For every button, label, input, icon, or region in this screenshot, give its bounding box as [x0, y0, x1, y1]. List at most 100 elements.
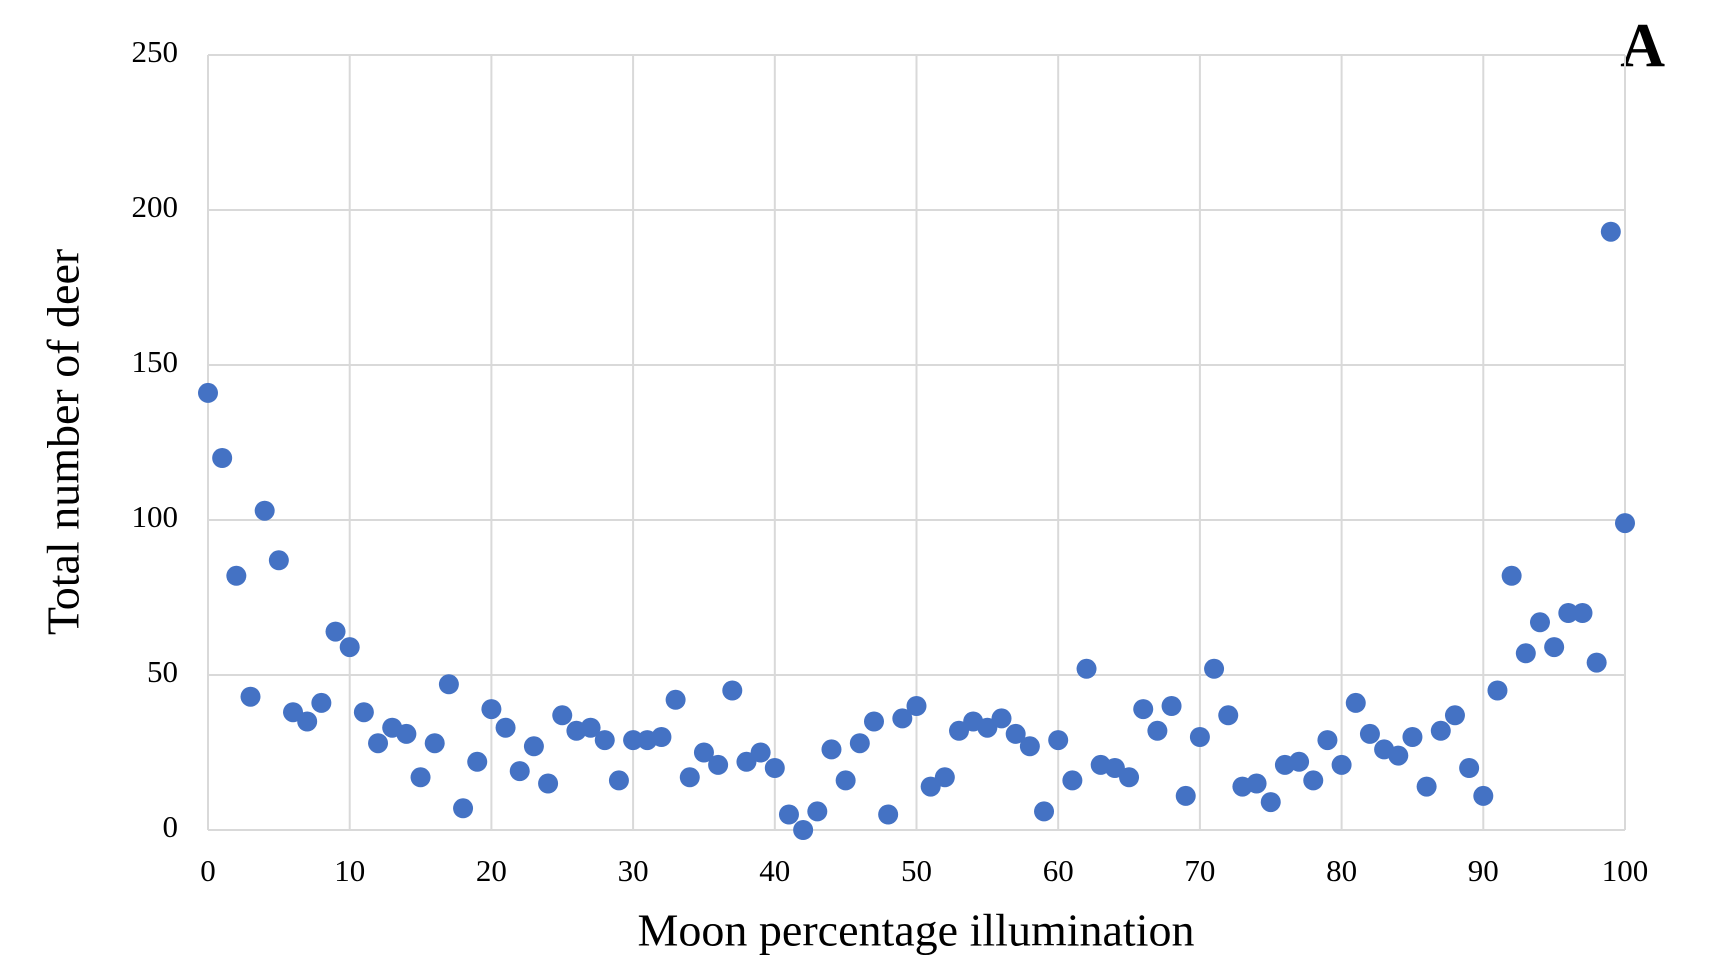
y-tick-label: 100 [132, 499, 179, 534]
point [198, 382, 218, 403]
point [283, 702, 304, 723]
point [424, 733, 445, 754]
point [396, 723, 417, 744]
point [1303, 770, 1324, 791]
point [1544, 637, 1565, 658]
point [1586, 652, 1607, 673]
point [1459, 758, 1480, 778]
point [212, 448, 233, 468]
y-tick-label: 50 [147, 654, 178, 689]
point [240, 686, 261, 707]
point [325, 621, 346, 642]
point [1317, 730, 1338, 751]
point [1501, 565, 1522, 586]
point [438, 674, 459, 695]
point [1062, 770, 1083, 791]
point [495, 717, 516, 738]
point [722, 680, 743, 701]
point [1161, 696, 1182, 716]
point [892, 708, 913, 729]
x-tick-label: 90 [1468, 853, 1499, 888]
point [1104, 758, 1125, 778]
point [1600, 221, 1621, 242]
x-axis-title: Moon percentage illumination [638, 905, 1195, 956]
point [1487, 680, 1508, 701]
point [1473, 785, 1494, 806]
point [863, 711, 884, 732]
point [538, 773, 559, 794]
point [1175, 785, 1196, 806]
point [523, 736, 544, 757]
y-axis-title: Total number of deer [38, 249, 89, 635]
x-tick-label: 60 [1043, 853, 1074, 888]
point [453, 798, 474, 819]
panel-label: A [1620, 12, 1665, 80]
point [906, 696, 927, 716]
point [1572, 603, 1593, 623]
point [226, 565, 247, 586]
point [1289, 751, 1310, 772]
point [608, 770, 629, 791]
x-tick-label: 40 [759, 853, 790, 888]
point [552, 705, 573, 726]
point [311, 692, 332, 713]
point [849, 733, 870, 754]
point [949, 720, 970, 741]
point [297, 711, 318, 732]
point [1345, 692, 1366, 713]
point [339, 637, 360, 658]
point [934, 767, 955, 788]
point [1133, 699, 1154, 720]
point [268, 550, 289, 571]
point [835, 770, 856, 791]
x-tick-label: 50 [901, 853, 932, 888]
point [1388, 745, 1409, 766]
point [920, 776, 941, 797]
point [254, 500, 275, 521]
point [793, 820, 814, 840]
point [623, 730, 644, 751]
x-tick-label: 30 [618, 853, 649, 888]
point [1359, 723, 1380, 744]
x-tick-label: 100 [1602, 853, 1649, 888]
point [1048, 730, 1069, 751]
point [977, 717, 998, 738]
point [1416, 776, 1437, 797]
point [764, 758, 785, 778]
x-tick-label: 10 [334, 853, 365, 888]
point [1558, 603, 1579, 623]
point [353, 702, 374, 723]
point [1189, 727, 1210, 747]
point [878, 804, 899, 825]
x-tick-label: 0 [200, 853, 216, 888]
point [750, 742, 771, 763]
point [1331, 754, 1352, 775]
point [807, 801, 828, 822]
point [1444, 705, 1465, 726]
point [1204, 658, 1225, 679]
point [1615, 513, 1635, 534]
point [1515, 643, 1536, 664]
point [708, 754, 729, 775]
point [1019, 736, 1040, 757]
point [1147, 720, 1168, 741]
point [991, 708, 1012, 729]
point [481, 699, 502, 720]
point [1260, 792, 1281, 813]
point [1005, 723, 1026, 744]
point [1402, 727, 1423, 747]
x-tick-label: 80 [1326, 853, 1357, 888]
x-tick-label: 20 [476, 853, 507, 888]
point [821, 739, 842, 760]
point [679, 767, 700, 788]
point [1430, 720, 1451, 741]
x-tick-label: 70 [1184, 853, 1215, 888]
point [368, 733, 389, 754]
point [580, 717, 601, 738]
point [467, 751, 488, 772]
point [410, 767, 431, 788]
y-tick-label: 0 [163, 809, 179, 844]
point [1529, 612, 1550, 633]
